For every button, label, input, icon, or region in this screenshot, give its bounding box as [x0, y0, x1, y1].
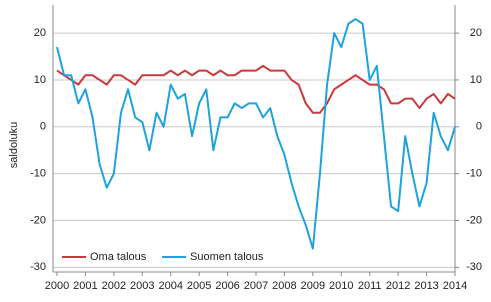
y-axis-label: saldoluku: [8, 122, 20, 168]
x-tick-label: 2003: [130, 280, 154, 292]
x-tick-label: 2001: [73, 280, 97, 292]
y-tick-label: -20: [30, 214, 46, 226]
y2-tick-label: -10: [466, 168, 482, 180]
y2-tick-label: 10: [470, 74, 482, 86]
legend-label: Oma talous: [90, 251, 147, 263]
x-tick-label: 2009: [301, 280, 325, 292]
x-tick-label: 2011: [358, 280, 382, 292]
y2-tick-label: 20: [470, 27, 482, 39]
x-tick-label: 2002: [102, 280, 126, 292]
y-tick-label: 10: [34, 74, 46, 86]
x-tick-label: 2010: [329, 280, 353, 292]
y2-tick-label: -20: [466, 214, 482, 226]
x-tick-label: 2006: [215, 280, 239, 292]
x-tick-label: 2008: [272, 280, 296, 292]
x-tick-label: 2000: [45, 280, 69, 292]
y-tick-label: 20: [34, 27, 46, 39]
y-tick-label: -30: [30, 261, 46, 273]
line-series: [56, 18, 456, 250]
y-tick-label: -10: [30, 168, 46, 180]
x-tick-label: 2007: [244, 280, 268, 292]
x-tick-label: 2012: [386, 280, 410, 292]
line-series: [56, 64, 456, 114]
x-tick-label: 2004: [158, 280, 182, 292]
y2-tick-label: -30: [466, 261, 482, 273]
y-tick-label: 0: [40, 121, 46, 133]
x-tick-label: 2005: [187, 280, 211, 292]
legend-label: Suomen talous: [190, 251, 264, 263]
y2-tick-label: 0: [476, 121, 482, 133]
x-tick-label: 2014: [443, 280, 467, 292]
x-tick-label: 2013: [414, 280, 438, 292]
